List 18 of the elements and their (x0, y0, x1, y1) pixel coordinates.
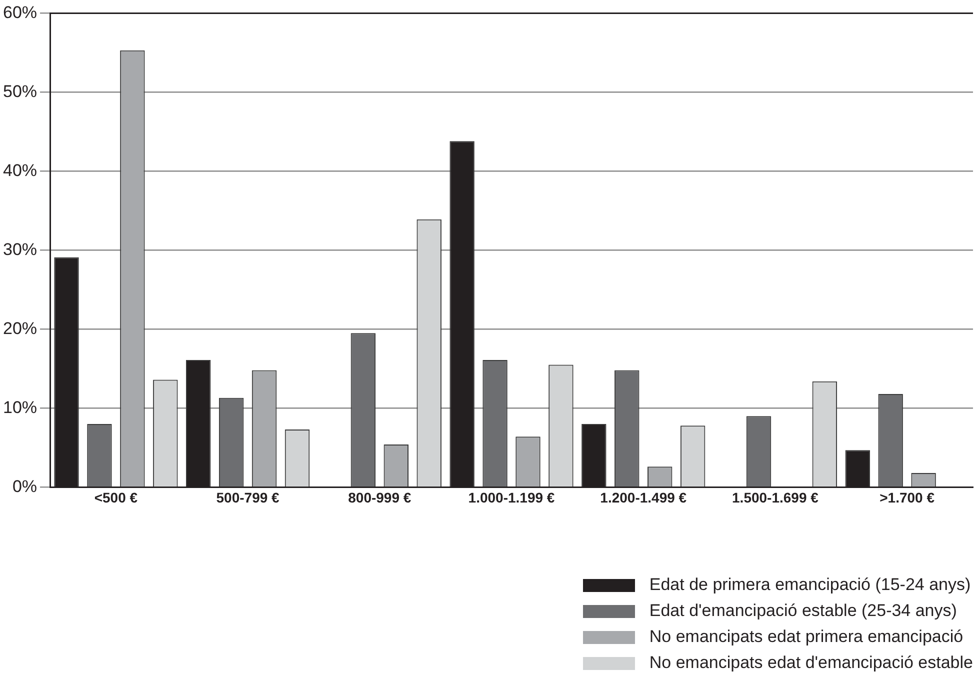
legend-label: No emancipats edat primera emancipació (649, 627, 964, 647)
y-tick-label: 0% (12, 476, 38, 496)
x-tick-label: <500 € (94, 489, 138, 506)
y-tick-label: 30% (2, 240, 38, 259)
x-tick-label: 800-999 € (348, 489, 412, 506)
y-tick-label: 60% (2, 2, 38, 22)
y-tick-label: 10% (2, 398, 38, 417)
x-tick-label: 1.200-1.499 € (600, 489, 687, 506)
x-tick-label: 1.500-1.699 € (732, 489, 819, 506)
x-tick-label: 500-799 € (216, 489, 280, 506)
x-tick-label: 1.000-1.199 € (468, 489, 555, 506)
x-tick-label: >1.700 € (880, 489, 935, 506)
y-tick-label: 40% (2, 160, 38, 180)
legend-label: Edat de primera emancipació (15-24 anys) (649, 575, 971, 595)
legend-label: Edat d'emancipació estable (25-34 anys) (649, 601, 957, 621)
legend-label: No emancipats edat d'emancipació estable (649, 653, 973, 673)
y-tick-label: 20% (2, 318, 38, 338)
y-tick-label: 50% (2, 82, 38, 101)
